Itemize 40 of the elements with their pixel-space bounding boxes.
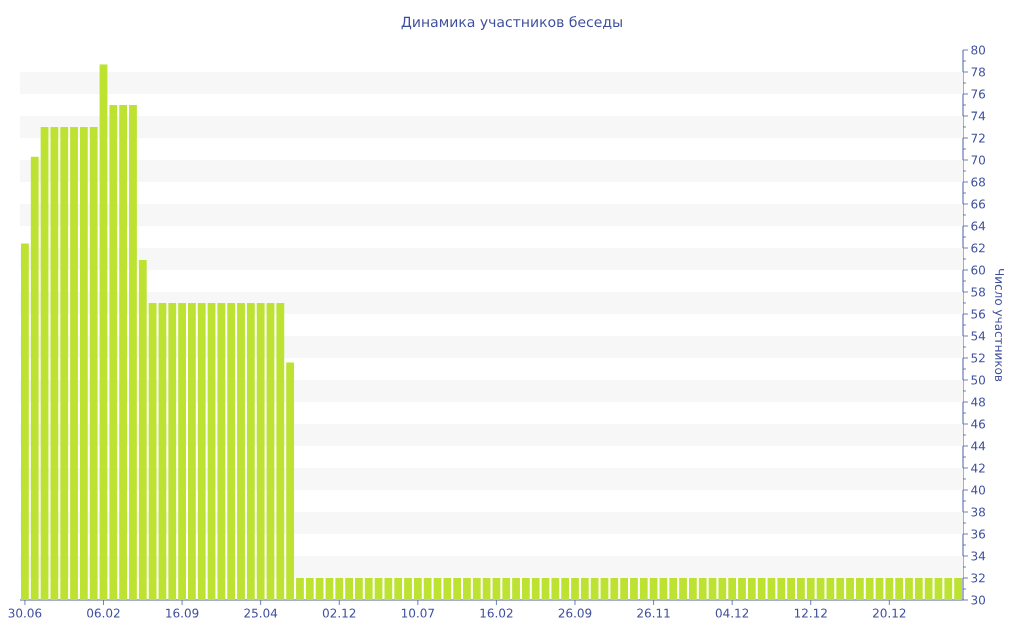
y-tick-label: 64: [971, 221, 986, 231]
y-tick-label: 40: [971, 485, 986, 495]
y-tick-label: 32: [971, 573, 985, 583]
y-tick-label: 34: [971, 551, 986, 561]
y-tick-label: 66: [971, 199, 986, 209]
x-tick-label: 26.09: [558, 608, 592, 618]
x-tick-label: 16.09: [166, 608, 199, 618]
y-tick-label: 74: [971, 111, 986, 121]
y-tick-label: 52: [971, 353, 985, 363]
y-tick-label: 60: [971, 265, 986, 275]
y-tick-label: 42: [971, 463, 985, 473]
x-tick-label: 25.04: [244, 608, 278, 618]
x-tick-label: 30.06: [8, 608, 42, 618]
y-axis-title: Число участников: [992, 269, 1004, 382]
x-tick-label: 04.12: [715, 608, 749, 618]
y-tick-label: 70: [971, 155, 986, 165]
x-tick-label: 10.07: [401, 608, 434, 618]
y-tick-label: 30: [971, 595, 986, 605]
y-tick-label: 48: [971, 397, 985, 407]
x-tick-label: 20.12: [873, 608, 906, 618]
y-tick-label: 68: [971, 177, 985, 187]
chart-title: Динамика участников беседы: [401, 16, 622, 30]
x-tick-label: 16.02: [480, 608, 513, 618]
y-tick-label: 54: [971, 331, 986, 341]
y-tick-label: 76: [971, 89, 986, 99]
y-tick-label: 80: [971, 45, 986, 55]
x-tick-label: 12.12: [794, 608, 827, 618]
y-tick-label: 38: [971, 507, 985, 517]
y-tick-label: 44: [971, 441, 986, 451]
x-tick-label: 26.11: [637, 608, 670, 618]
y-tick-label: 62: [971, 243, 985, 253]
y-tick-label: 56: [971, 309, 986, 319]
x-tick-label: 06.02: [87, 608, 120, 618]
y-tick-label: 36: [971, 529, 986, 539]
y-tick-label: 46: [971, 419, 986, 429]
y-tick-label: 58: [971, 287, 985, 297]
y-tick-label: 72: [971, 133, 985, 143]
x-tick-label: 02.12: [322, 608, 356, 618]
y-tick-label: 50: [971, 375, 986, 385]
y-tick-label: 78: [971, 67, 985, 77]
